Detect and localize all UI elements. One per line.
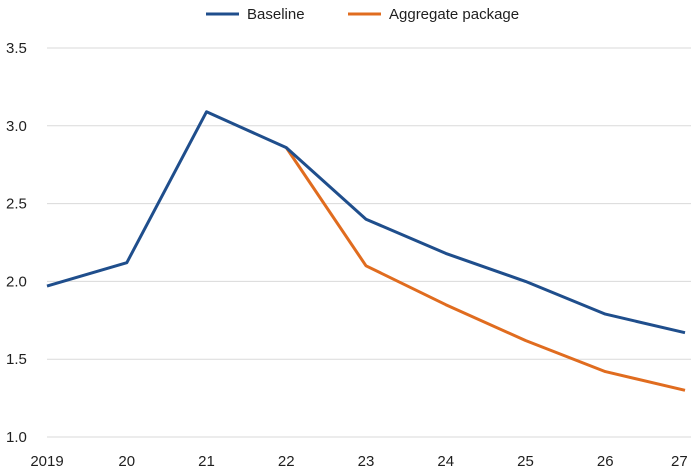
y-tick-label: 3.0 — [6, 118, 27, 135]
x-axis-ticks: 2019 20 21 22 23 24 25 26 27 — [30, 453, 687, 470]
legend: Baseline Aggregate package — [206, 6, 519, 23]
x-tick-label: 25 — [517, 453, 534, 470]
y-tick-label: 3.5 — [6, 40, 27, 57]
x-tick-label: 20 — [118, 453, 135, 470]
series-line-aggregate-package — [285, 146, 686, 392]
y-tick-label: 1.0 — [6, 429, 27, 446]
y-tick-label: 1.5 — [6, 351, 27, 368]
x-tick-label: 23 — [358, 453, 375, 470]
x-tick-label: 22 — [278, 453, 295, 470]
gridlines — [47, 47, 691, 438]
x-tick-label: 24 — [437, 453, 454, 470]
x-tick-label: 27 — [671, 453, 688, 470]
legend-label: Baseline — [247, 6, 305, 23]
y-tick-label: 2.5 — [6, 196, 27, 213]
x-tick-label: 21 — [198, 453, 215, 470]
legend-label: Aggregate package — [389, 6, 519, 23]
x-tick-label: 26 — [597, 453, 614, 470]
y-tick-label: 2.0 — [6, 273, 27, 290]
x-tick-label: 2019 — [30, 453, 63, 470]
series-lines — [46, 110, 686, 392]
series-line-baseline — [46, 110, 686, 335]
y-axis-ticks: 1.0 1.5 2.0 2.5 3.0 3.5 — [6, 40, 27, 446]
